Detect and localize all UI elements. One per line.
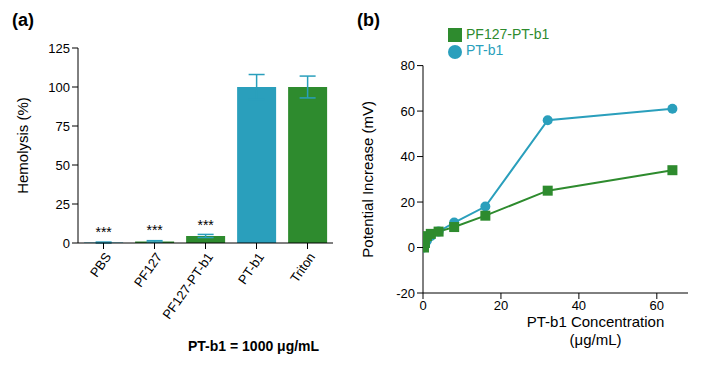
svg-text:25: 25 bbox=[56, 197, 70, 212]
svg-text:Hemolysis (%): Hemolysis (%) bbox=[14, 97, 31, 194]
html-text:(b): (b) bbox=[357, 10, 380, 30]
svg-text:***: *** bbox=[146, 222, 163, 238]
svg-text:60: 60 bbox=[650, 298, 664, 313]
svg-text:80: 80 bbox=[401, 58, 415, 73]
svg-text:PF127: PF127 bbox=[131, 250, 165, 290]
svg-text:40: 40 bbox=[572, 298, 586, 313]
svg-text:0: 0 bbox=[63, 236, 70, 251]
svg-text:***: *** bbox=[197, 217, 214, 233]
svg-text:Potential Increase (mV): Potential Increase (mV) bbox=[359, 101, 376, 258]
svg-text:-20: -20 bbox=[396, 286, 415, 301]
svg-text:50: 50 bbox=[56, 158, 70, 173]
svg-text:Triton: Triton bbox=[287, 250, 318, 285]
svg-text:20: 20 bbox=[401, 195, 415, 210]
svg-text:20: 20 bbox=[494, 298, 508, 313]
svg-text:0: 0 bbox=[408, 240, 415, 255]
svg-text:75: 75 bbox=[56, 119, 70, 134]
svg-text:60: 60 bbox=[401, 104, 415, 119]
html-text:PT-b1 = 1000 μg/mL: PT-b1 = 1000 μg/mL bbox=[188, 338, 320, 354]
html-text:PF127-PT-b1: PF127-PT-b1 bbox=[466, 26, 550, 42]
svg-text:PT-b1 Concentration(μg/mL): PT-b1 Concentration(μg/mL) bbox=[527, 313, 665, 348]
html-text:(a): (a) bbox=[12, 10, 34, 30]
svg-text:PT-b1: PT-b1 bbox=[235, 250, 267, 287]
svg-text:PBS: PBS bbox=[87, 250, 114, 280]
svg-text:100: 100 bbox=[48, 80, 70, 95]
svg-text:***: *** bbox=[95, 224, 112, 240]
svg-text:125: 125 bbox=[48, 41, 70, 56]
html-text:PT-b1: PT-b1 bbox=[466, 42, 504, 59]
svg-text:40: 40 bbox=[401, 149, 415, 164]
svg-text:0: 0 bbox=[419, 298, 426, 313]
svg-text:PF127-PT-b1: PF127-PT-b1 bbox=[160, 250, 217, 322]
